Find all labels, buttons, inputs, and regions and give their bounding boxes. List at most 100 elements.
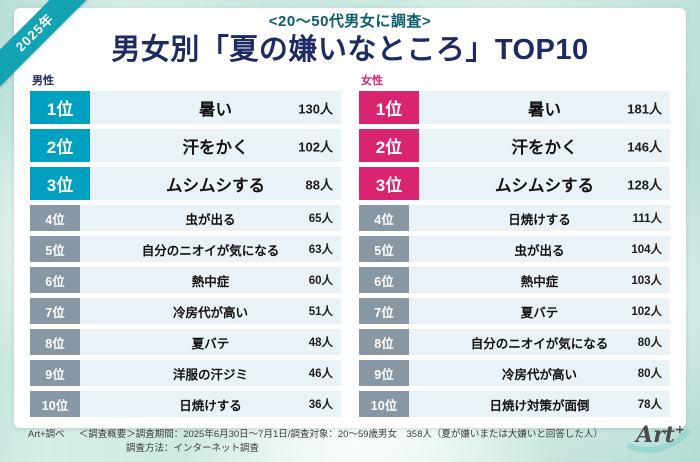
logo-text: Art <box>636 422 675 448</box>
rank-label: 洋服の汗ジミ <box>172 367 248 382</box>
rank-count: 128人 <box>627 177 662 192</box>
rank-label: 日焼けする <box>508 212 571 227</box>
rank-badge: 2位 <box>359 129 419 162</box>
rank-badge: 9位 <box>30 360 80 386</box>
rank-badge: 5位 <box>359 236 409 262</box>
women-rank-row-10: 10位 日焼け対策が面倒 78人 <box>359 391 670 417</box>
rank-badge: 10位 <box>359 391 409 417</box>
survey-card: <20〜50代男女に調査> 男女別「夏の嫌いなところ」TOP10 男性 1位 暑… <box>14 8 686 428</box>
rank-label: 冷房代が高い <box>172 305 248 320</box>
rank-label: ムシムシする <box>495 176 594 195</box>
rank-badge: 7位 <box>30 298 80 324</box>
rank-count: 80人 <box>637 337 662 349</box>
men-rank-row-9: 9位 洋服の汗ジミ 46人 <box>30 360 341 386</box>
rank-label: 暑い <box>199 100 232 119</box>
rank-badge: 7位 <box>359 298 409 324</box>
men-rank-row-1: 1位 暑い 130人 <box>30 91 341 124</box>
rank-count: 103人 <box>631 275 662 287</box>
rank-count: 65人 <box>308 213 333 225</box>
survey-subtitle: <20〜50代男女に調査> <box>268 13 432 30</box>
women-rank-row-9: 9位 冷房代が高い 80人 <box>359 360 670 386</box>
rank-count: 181人 <box>627 101 662 116</box>
women-rows: 1位 暑い 181人 2位 汗をかく 146人 3位 ムシムシする 128人 4位 日… <box>359 91 670 417</box>
rank-label: 虫が出る <box>514 243 565 258</box>
rank-count: 102人 <box>631 306 662 318</box>
rank-count: 46人 <box>308 368 333 380</box>
rank-count: 36人 <box>308 399 333 411</box>
ranking-columns: 男性 1位 暑い 130人 2位 汗をかく 102人 3位 ムシムシする 88人 <box>30 72 670 417</box>
women-rank-row-5: 5位 虫が出る 104人 <box>359 236 670 262</box>
rank-label: ムシムシする <box>166 176 265 195</box>
women-rank-row-7: 7位 夏バテ 102人 <box>359 298 670 324</box>
survey-method: 調査方法：インターネット調査 <box>126 443 260 454</box>
rank-badge: 4位 <box>30 205 80 231</box>
rank-badge: 3位 <box>30 167 90 200</box>
women-rank-row-1: 1位 暑い 181人 <box>359 91 670 124</box>
rank-label: 暑い <box>528 100 561 119</box>
rank-label: 汗をかく <box>511 138 578 157</box>
rank-label: 日焼けする <box>179 398 242 413</box>
rank-label: 熱中症 <box>520 274 559 289</box>
year-ribbon: 2025年 <box>0 0 92 92</box>
rank-badge: 6位 <box>30 267 80 293</box>
year-ribbon-label: 2025年 <box>0 0 92 92</box>
page-title: 男女別「夏の嫌いなところ」TOP10 <box>111 34 589 66</box>
survey-credit: Art+調べ <box>28 429 65 440</box>
rank-badge: 1位 <box>30 91 90 124</box>
rank-count: 80人 <box>637 368 662 380</box>
men-rank-row-3: 3位 ムシムシする 88人 <box>30 167 341 200</box>
rank-label: 汗をかく <box>182 138 249 157</box>
men-rank-row-5: 5位 自分のニオイが気になる 63人 <box>30 236 341 262</box>
men-label: 男性 <box>32 75 54 87</box>
rank-label: 日焼け対策が面倒 <box>489 398 590 413</box>
rank-label: 冷房代が高い <box>501 367 577 382</box>
survey-footnote: Art+調べ ＜調査概要＞調査期間：2025年6月30日〜7月1日/調査対象：2… <box>28 428 628 456</box>
men-rank-row-4: 4位 虫が出る 65人 <box>30 205 341 231</box>
rank-badge: 8位 <box>30 329 80 355</box>
rank-label: 熱中症 <box>191 274 230 289</box>
rank-count: 104人 <box>631 244 662 256</box>
rank-label: 虫が出る <box>185 212 236 227</box>
rank-count: 63人 <box>308 244 333 256</box>
rank-count: 48人 <box>308 337 333 349</box>
rank-count: 51人 <box>308 306 333 318</box>
women-rank-row-3: 3位 ムシムシする 128人 <box>359 167 670 200</box>
women-rank-row-8: 8位 自分のニオイが気になる 80人 <box>359 329 670 355</box>
survey-overview: ＜調査概要＞調査期間：2025年6月30日〜7月1日/調査対象：20〜59歳男女… <box>78 429 603 440</box>
rank-label: 夏バテ <box>191 336 230 351</box>
rank-label: 自分のニオイが気になる <box>141 243 280 258</box>
rank-badge: 6位 <box>359 267 409 293</box>
women-rank-row-2: 2位 汗をかく 146人 <box>359 129 670 162</box>
women-rank-row-4: 4位 日焼けする 111人 <box>359 205 670 231</box>
men-rank-row-8: 8位 夏バテ 48人 <box>30 329 341 355</box>
rank-count: 78人 <box>637 399 662 411</box>
women-rank-row-6: 6位 熱中症 103人 <box>359 267 670 293</box>
women-label: 女性 <box>361 75 383 87</box>
rank-badge: 1位 <box>359 91 419 124</box>
rank-count: 130人 <box>298 101 333 116</box>
rank-badge: 8位 <box>359 329 409 355</box>
rank-count: 102人 <box>298 139 333 154</box>
rank-count: 60人 <box>308 275 333 287</box>
rank-label: 自分のニオイが気になる <box>470 336 609 351</box>
men-rank-row-10: 10位 日焼けする 36人 <box>30 391 341 417</box>
rank-badge: 10位 <box>30 391 80 417</box>
rank-count: 88人 <box>305 177 333 192</box>
artplus-logo: Art+ <box>626 414 692 458</box>
rank-badge: 5位 <box>30 236 80 262</box>
men-rank-row-7: 7位 冷房代が高い 51人 <box>30 298 341 324</box>
rank-count: 146人 <box>627 139 662 154</box>
men-rank-row-2: 2位 汗をかく 102人 <box>30 129 341 162</box>
rank-label: 夏バテ <box>520 305 559 320</box>
rank-count: 111人 <box>632 213 662 225</box>
women-ranking-column: 女性 1位 暑い 181人 2位 汗をかく 146人 3位 ムシムシする 128人 <box>359 72 670 417</box>
rank-badge: 4位 <box>359 205 409 231</box>
logo-sup: + <box>674 422 685 437</box>
rank-badge: 2位 <box>30 129 90 162</box>
men-rows: 1位 暑い 130人 2位 汗をかく 102人 3位 ムシムシする 88人 4位 虫が… <box>30 91 341 417</box>
rank-badge: 3位 <box>359 167 419 200</box>
rank-badge: 9位 <box>359 360 409 386</box>
men-ranking-column: 男性 1位 暑い 130人 2位 汗をかく 102人 3位 ムシムシする 88人 <box>30 72 341 417</box>
men-rank-row-6: 6位 熱中症 60人 <box>30 267 341 293</box>
